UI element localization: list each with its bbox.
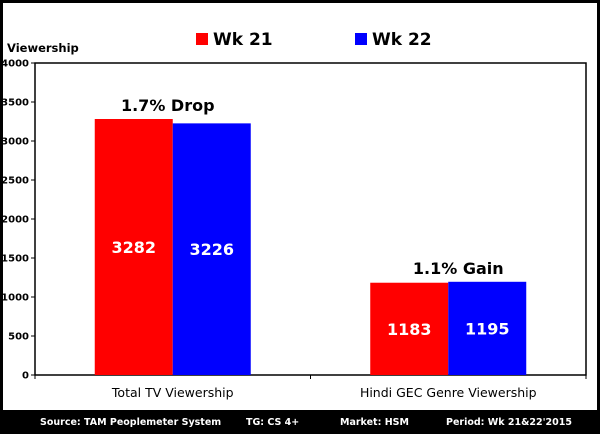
data-label: 1183: [387, 320, 432, 339]
y-tick-label: 1500: [1, 254, 29, 265]
footer-bar: Source: TAM Peoplemeter System TG: CS 4+…: [0, 412, 600, 434]
data-labels: 3282 3226 Total TV Viewership 1.7% Drop 1183…: [111, 96, 537, 400]
footer-period: Period: Wk 21&22'2015: [446, 417, 572, 428]
annotation: 1.7% Drop: [121, 96, 215, 115]
y-tick-label: 500: [8, 332, 29, 343]
data-label: 3226: [189, 240, 234, 259]
legend-swatch: [355, 33, 367, 45]
footer-source: Source: TAM Peoplemeter System: [40, 417, 222, 428]
data-label: 3282: [111, 238, 156, 257]
bar: [172, 123, 251, 375]
legend-label: Wk 21: [213, 30, 273, 50]
bars: [94, 119, 527, 375]
footer-tg: TG: CS 4+: [246, 417, 300, 428]
y-tick-label: 4000: [1, 59, 29, 70]
y-tick-label: 3500: [1, 98, 29, 109]
y-tick-label: 3000: [1, 137, 29, 148]
legend-swatch: [196, 33, 208, 45]
bar: [448, 281, 527, 375]
annotation: 1.1% Gain: [413, 259, 504, 278]
y-tick-label: 0: [22, 371, 29, 382]
bar: [94, 119, 173, 375]
y-tick-label: 1000: [1, 293, 29, 304]
legend-label: Wk 22: [372, 30, 432, 50]
footer-market: Market: HSM: [340, 417, 409, 428]
y-tick-label: 2500: [1, 176, 29, 187]
y-tick-label: 2000: [1, 215, 29, 226]
data-label: 1195: [465, 319, 510, 338]
x-category-label: Hindi GEC Genre Viewership: [360, 385, 537, 400]
y-ticks: 0 500 1000 1500 2000 2500 3000 3500 4000: [1, 59, 35, 382]
x-category-label: Total TV Viewership: [111, 385, 234, 400]
y-axis-label: Viewership: [7, 41, 79, 55]
legend: Wk 21 Wk 22: [196, 30, 432, 50]
bar: [370, 282, 449, 375]
